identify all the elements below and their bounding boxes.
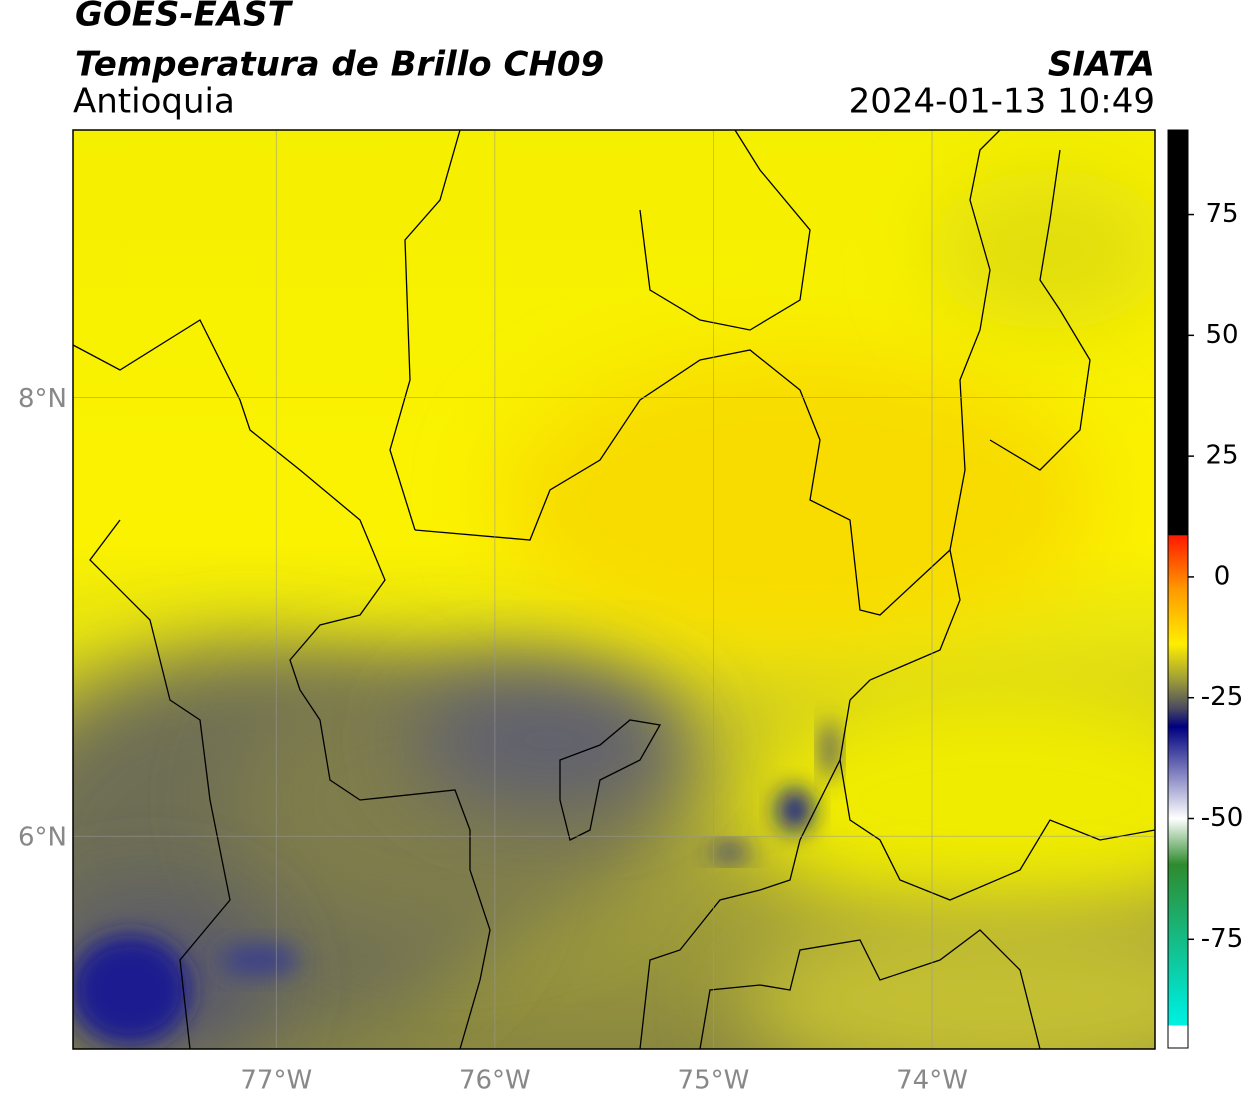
subtitle: Temperatura de Brillo CH09 (75, 45, 604, 85)
colorbar-tick-label: -50 (1201, 803, 1243, 833)
map-image (73, 130, 1155, 1049)
map-frame (72, 129, 1156, 1050)
y-tick-label: 8°N (18, 384, 67, 414)
colorbar-tick-label: 50 (1205, 320, 1238, 350)
colorbar-tick-label: -25 (1201, 682, 1243, 712)
x-tick-label: 74°W (896, 1066, 968, 1096)
colorbar-tick-label: 75 (1205, 199, 1238, 229)
colorbar-tick-label: -75 (1201, 924, 1243, 954)
region: Antioquia (73, 82, 235, 122)
source: SIATA (1048, 45, 1155, 85)
colorbar (1167, 129, 1189, 1049)
x-tick-label: 76°W (459, 1066, 531, 1096)
x-tick-label: 77°W (240, 1066, 312, 1096)
colorbar-tick-label: 25 (1205, 441, 1238, 471)
title: GOES-EAST (75, 0, 294, 35)
y-tick-label: 6°N (18, 823, 67, 853)
x-tick-label: 75°W (678, 1066, 750, 1096)
colorbar-tick-label: 0 (1214, 561, 1231, 591)
timestamp: 2024-01-13 10:49 (849, 82, 1155, 122)
